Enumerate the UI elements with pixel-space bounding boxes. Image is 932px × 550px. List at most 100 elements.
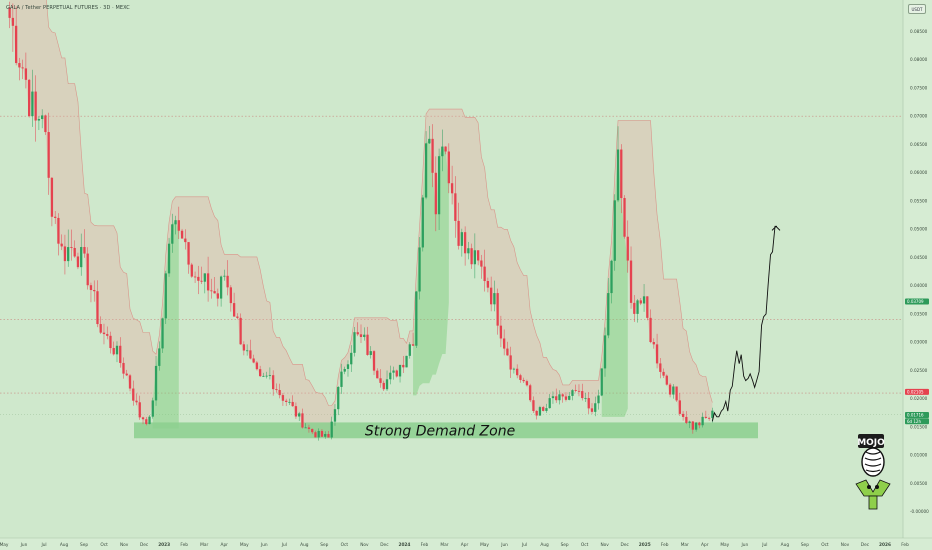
price-marker (905, 418, 929, 425)
candle (633, 302, 636, 314)
candle (694, 422, 698, 430)
candle (639, 300, 642, 304)
x-tick-label: Jun (20, 542, 28, 548)
x-tick-label: Apr (461, 542, 469, 548)
x-tick-label: May (240, 542, 249, 548)
candle (512, 368, 516, 370)
price-marker (905, 388, 929, 395)
candle (623, 198, 626, 237)
candle (93, 290, 96, 292)
mojo-logo: MOJO (855, 434, 891, 510)
candle (31, 91, 34, 117)
candle (577, 390, 581, 392)
x-tick-label: Jul (281, 542, 287, 548)
candle (190, 264, 193, 277)
price-axis[interactable] (903, 0, 932, 550)
candle (385, 379, 389, 390)
demand-zone-label: Strong Demand Zone (365, 423, 515, 439)
candle (607, 293, 610, 336)
candle (14, 25, 18, 64)
candle (678, 400, 681, 414)
candle (119, 345, 122, 363)
candle (548, 398, 551, 409)
y-tick-label: 0.01000 (910, 453, 928, 458)
candle (37, 119, 41, 121)
cloud-bull-band (601, 149, 628, 417)
x-tick-label: Nov (360, 542, 369, 548)
cloud-upper-line (46, 0, 713, 406)
x-tick-label: Sep (320, 542, 328, 548)
x-tick-label: May (0, 542, 9, 548)
projection-arrow (771, 225, 781, 231)
candle (80, 247, 83, 268)
candle (115, 345, 119, 355)
candle (613, 200, 616, 261)
x-tick-label: Dec (861, 542, 870, 548)
x-tick-label: Aug (60, 542, 69, 548)
candle (418, 247, 421, 292)
candle (28, 79, 31, 117)
candle (707, 417, 711, 419)
candle (535, 410, 538, 416)
candle (483, 266, 486, 282)
currency-button[interactable]: USDT (908, 4, 926, 14)
candle (99, 324, 102, 333)
price-marker-label: 0.03709 (907, 299, 924, 304)
candle (503, 338, 506, 349)
candle (542, 407, 545, 411)
candle (197, 276, 200, 281)
candle (337, 386, 340, 410)
candle (389, 372, 392, 380)
candle (457, 220, 460, 246)
candle (346, 364, 350, 369)
candle (704, 416, 708, 418)
candle (141, 417, 145, 420)
x-tick-label: 2025 (639, 542, 651, 548)
candle (415, 291, 418, 346)
candle (672, 386, 675, 395)
candle (106, 334, 109, 336)
x-tick-label: May (720, 542, 729, 548)
x-tick-label: Mar (440, 542, 448, 548)
candle (102, 332, 106, 335)
candle (275, 389, 278, 391)
candle (489, 287, 493, 305)
x-tick-label: Aug (540, 542, 549, 548)
candle (411, 344, 415, 346)
candle (493, 293, 496, 305)
y-tick-label: 0.03500 (910, 311, 928, 316)
y-tick-label: 0.04500 (910, 255, 928, 260)
x-tick-label: Sep (801, 542, 809, 548)
candle (398, 364, 402, 377)
y-tick-label: -0.00000 (910, 509, 929, 514)
candle (519, 375, 522, 380)
candle (47, 132, 50, 178)
y-tick-label: 0.08000 (910, 57, 928, 62)
x-tick-label: Feb (421, 542, 429, 548)
candle (564, 396, 568, 400)
price-marker-label: 0.01716 (907, 413, 924, 418)
x-tick-label: Dec (140, 542, 149, 548)
candle (616, 149, 620, 201)
candle (210, 290, 213, 292)
candle (272, 375, 275, 390)
time-axis[interactable] (0, 538, 932, 550)
candle (421, 197, 424, 248)
x-tick-label: Jun (500, 542, 508, 548)
x-tick-label: Oct (100, 542, 108, 548)
x-tick-label: Mar (200, 542, 208, 548)
x-tick-label: Apr (221, 542, 229, 548)
candle (642, 296, 646, 304)
x-tick-label: Feb (180, 542, 188, 548)
candle (180, 230, 184, 239)
svg-text:MOJO: MOJO (857, 438, 885, 448)
candle (473, 250, 477, 265)
candle (668, 384, 672, 395)
candle (288, 401, 291, 403)
candle (688, 421, 691, 423)
candle (327, 433, 330, 438)
candle (73, 247, 76, 257)
x-tick-label: Aug (781, 542, 790, 548)
